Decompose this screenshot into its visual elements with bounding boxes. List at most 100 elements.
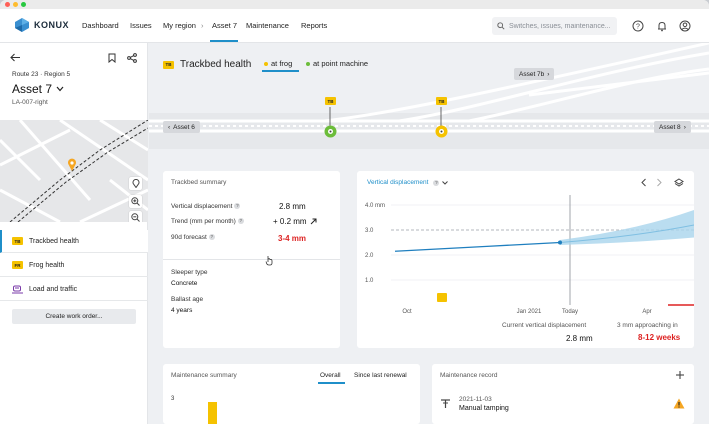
locate-button[interactable] bbox=[129, 177, 142, 190]
svg-text:?: ? bbox=[636, 24, 640, 31]
asset-link-label: Asset 7b bbox=[519, 70, 545, 78]
nav-asset-7[interactable]: Asset 7 bbox=[212, 21, 238, 30]
current-value-point bbox=[558, 240, 562, 245]
point-machine-marker-badge[interactable]: TB bbox=[325, 97, 336, 105]
x-tick-label: Apr bbox=[642, 309, 651, 315]
chevron-left-icon: ‹ bbox=[168, 123, 171, 131]
point-machine-marker-icon[interactable] bbox=[324, 125, 337, 138]
section-title: TB Trackbed health bbox=[163, 59, 251, 70]
tamping-tool-icon bbox=[441, 399, 450, 408]
summary-row-value: + 0.2 mm bbox=[273, 217, 317, 226]
search-icon bbox=[497, 22, 505, 30]
y-tick-label: 1.0 bbox=[365, 278, 374, 284]
help-icon[interactable]: ? bbox=[632, 20, 644, 32]
chart-title-dropdown[interactable]: Vertical displacement ? bbox=[367, 179, 449, 186]
current-vd-value: 2.8 mm bbox=[566, 334, 593, 343]
notifications-bell-icon[interactable] bbox=[656, 20, 668, 32]
asset-link-label: Asset 8 bbox=[659, 123, 681, 131]
nav-maintenance[interactable]: Maintenance bbox=[246, 21, 289, 30]
track-schematic bbox=[149, 43, 709, 149]
tab-at-frog[interactable]: at frog bbox=[264, 59, 292, 68]
maintenance-event-marker[interactable] bbox=[437, 293, 447, 302]
share-icon[interactable] bbox=[127, 53, 137, 63]
sidebar-item-label: Load and traffic bbox=[29, 285, 78, 293]
tab-overall[interactable]: Overall bbox=[320, 372, 341, 379]
trackbed-badge: TB bbox=[163, 60, 174, 69]
sidebar-item-trackbed-health[interactable]: TB Trackbed health bbox=[0, 230, 148, 253]
help-icon[interactable]: ? bbox=[234, 203, 241, 210]
chevron-right-icon: › bbox=[547, 70, 550, 78]
nav-issues[interactable]: Issues bbox=[130, 21, 152, 30]
summary-row-value: 3-4 mm bbox=[278, 234, 307, 243]
active-tab-indicator bbox=[262, 70, 299, 72]
asset-7b-button[interactable]: Asset 7b › bbox=[514, 68, 555, 80]
zoom-in-button[interactable] bbox=[129, 195, 142, 208]
next-asset-button[interactable]: Asset 8 › bbox=[654, 121, 691, 133]
previous-asset-button[interactable]: ‹ Asset 6 bbox=[163, 121, 200, 133]
asset-link-label: Asset 6 bbox=[173, 123, 195, 131]
frog-badge: FR bbox=[12, 261, 23, 269]
trackbed-badge: TB bbox=[12, 237, 23, 245]
help-icon[interactable]: ? bbox=[237, 218, 244, 225]
tab-label: at point machine bbox=[313, 59, 369, 68]
help-icon[interactable]: ? bbox=[433, 179, 440, 186]
approach-value: 8-12 weeks bbox=[638, 333, 681, 342]
create-work-order-button[interactable]: Create work order... bbox=[12, 309, 136, 324]
maximize-window-button[interactable] bbox=[21, 2, 26, 7]
back-arrow-icon[interactable] bbox=[10, 53, 21, 62]
nav-my-region[interactable]: My region bbox=[163, 21, 196, 30]
sidebar-item-label: Frog health bbox=[29, 261, 65, 269]
add-icon[interactable] bbox=[675, 370, 685, 380]
trackbed-summary-card: Trackbed summary Vertical displacement? … bbox=[163, 171, 340, 348]
minimize-window-button[interactable] bbox=[13, 2, 18, 7]
frog-marker-badge[interactable]: TB bbox=[436, 97, 447, 105]
chevron-right-icon: › bbox=[683, 123, 686, 131]
ballast-age-label: Ballast age bbox=[171, 296, 204, 303]
chevron-right-icon[interactable] bbox=[655, 178, 663, 187]
brand-logo[interactable]: KONUX bbox=[14, 17, 69, 33]
divider bbox=[163, 259, 340, 260]
nav-reports[interactable]: Reports bbox=[301, 21, 328, 30]
sidebar-item-frog-health[interactable]: FR Frog health bbox=[0, 254, 148, 277]
asset-sidebar: Route 23 · Region 5 Asset 7 LA-007-right bbox=[0, 43, 148, 424]
tab-since-last-renewal[interactable]: Since last renewal bbox=[354, 372, 407, 379]
sleeper-type-label: Sleeper type bbox=[171, 269, 208, 276]
chevron-down-icon bbox=[442, 180, 449, 185]
search-box[interactable] bbox=[492, 17, 617, 35]
active-tab-indicator bbox=[210, 40, 238, 42]
y-tick-label: 2.0 bbox=[365, 253, 374, 259]
help-icon[interactable]: ? bbox=[208, 234, 215, 241]
sidebar-item-load-traffic[interactable]: Load and traffic bbox=[0, 278, 148, 301]
record-date: 2021-11-03 bbox=[459, 396, 492, 403]
maintenance-summary-card: Maintenance summary Overall Since last r… bbox=[163, 364, 420, 424]
asset-location-pin-icon[interactable] bbox=[67, 158, 77, 172]
trend-up-arrow-icon bbox=[310, 218, 317, 225]
nav-dashboard[interactable]: Dashboard bbox=[82, 21, 119, 30]
search-input[interactable] bbox=[509, 22, 614, 30]
vertical-displacement-chart[interactable]: 4.0 mm 3.0 2.0 1.0 Oct Jan 2021 Today Apr bbox=[357, 195, 694, 317]
tab-label: at frog bbox=[271, 59, 293, 68]
record-label[interactable]: Manual tamping bbox=[459, 405, 509, 412]
layers-icon[interactable] bbox=[674, 178, 684, 188]
card-title: Trackbed summary bbox=[171, 179, 227, 186]
summary-row-label: Trend (mm per month)? bbox=[171, 218, 244, 225]
asset-title: Asset 7 bbox=[12, 82, 53, 96]
close-window-button[interactable] bbox=[5, 2, 10, 7]
maintenance-bar[interactable] bbox=[208, 402, 217, 424]
bookmark-icon[interactable] bbox=[108, 53, 116, 63]
tab-at-point-machine[interactable]: at point machine bbox=[306, 59, 368, 68]
current-vd-label: Current vertical displacement bbox=[502, 322, 587, 329]
zoom-out-button[interactable] bbox=[129, 211, 142, 222]
train-icon bbox=[12, 285, 23, 293]
x-tick-label: Oct bbox=[402, 309, 412, 315]
asset-selector[interactable]: Asset 7 bbox=[12, 82, 64, 96]
asset-id: LA-007-right bbox=[12, 99, 48, 106]
asset-map[interactable] bbox=[0, 120, 148, 222]
frog-marker-icon[interactable] bbox=[435, 125, 448, 138]
y-tick-label: 4.0 mm bbox=[365, 203, 385, 209]
konux-logo-icon bbox=[15, 18, 29, 32]
forecast-band bbox=[560, 210, 694, 245]
chevron-left-icon[interactable] bbox=[640, 178, 648, 187]
forecast-median-line bbox=[559, 224, 694, 243]
user-account-icon[interactable] bbox=[679, 20, 691, 32]
